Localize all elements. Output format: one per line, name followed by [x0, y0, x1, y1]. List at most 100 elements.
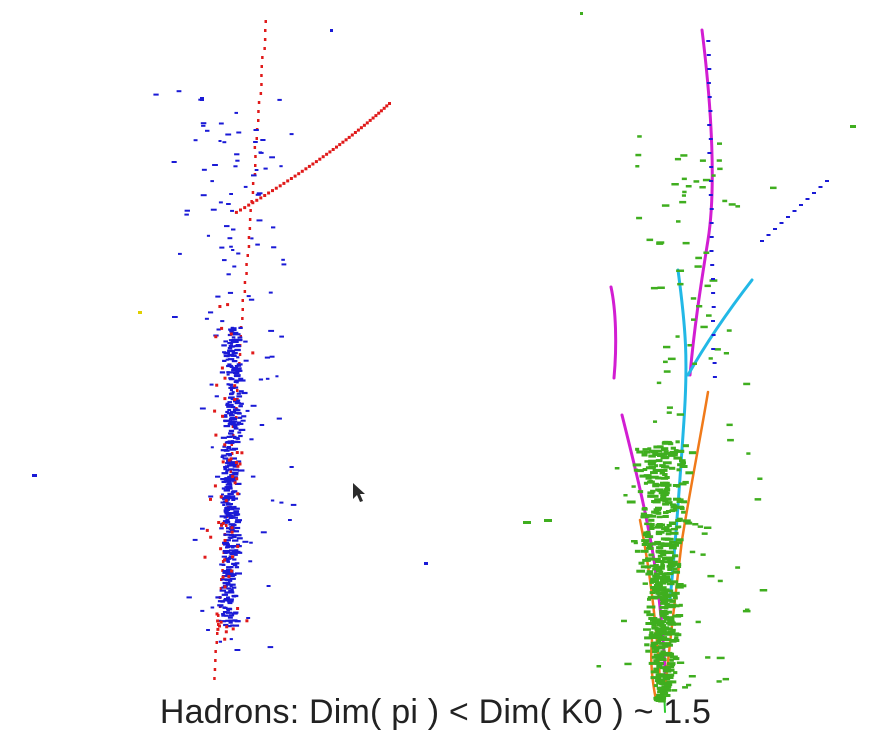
green-hit [677, 463, 686, 467]
green-hit [664, 440, 672, 444]
green-hit [653, 632, 660, 636]
red-hit [221, 569, 224, 572]
blue-hit [233, 505, 237, 509]
red-hit [341, 140, 345, 144]
green-hit [653, 445, 662, 449]
blue-hit [227, 570, 233, 573]
blue-hit [223, 468, 227, 471]
red-hit [365, 121, 369, 125]
red-hit [257, 110, 260, 113]
k0-event-display [523, 12, 856, 713]
blue-hit [205, 129, 210, 132]
blue-hit [232, 511, 239, 514]
blue-hit [227, 514, 234, 517]
blue-hit [253, 129, 259, 131]
blue-hit [223, 543, 230, 546]
red-hit [224, 630, 228, 634]
green-hit [659, 468, 668, 472]
blue-hit [233, 624, 240, 627]
blue-hit [231, 386, 236, 389]
red-hit [203, 555, 207, 559]
blue-hit [230, 495, 236, 498]
blue-hit [230, 545, 237, 548]
green-hit [657, 560, 665, 563]
green-hit [663, 537, 672, 541]
red-hit [241, 308, 244, 311]
green-hit [640, 512, 648, 516]
green-hit [665, 501, 673, 505]
green-hit [650, 586, 656, 589]
blue-hit [215, 295, 221, 298]
green-hit [666, 564, 674, 568]
blue-hit [230, 327, 237, 330]
blue-hit [232, 573, 237, 576]
blue-hit [232, 558, 237, 561]
green-hit [650, 670, 659, 674]
red-hit [219, 547, 223, 551]
blue-hit [223, 559, 230, 562]
green-hit [657, 566, 665, 570]
green-hit [673, 456, 682, 460]
blue-hit [221, 493, 225, 496]
red-hit [264, 20, 267, 23]
blue-hit [223, 352, 230, 355]
red-hit [259, 196, 263, 200]
blue-hit [234, 521, 242, 524]
green-hit [675, 525, 682, 528]
green-hit [655, 459, 663, 463]
green-hit [657, 631, 667, 634]
blue-hit [234, 402, 241, 405]
green-hit [661, 685, 669, 689]
track-hit [799, 204, 803, 206]
red-hit [247, 245, 251, 248]
blue-hit [248, 298, 255, 301]
green-hit [648, 459, 657, 463]
green-hit [669, 509, 676, 513]
green-hit [667, 622, 677, 626]
green-hit [670, 564, 676, 568]
green-hit [696, 305, 703, 308]
green-hit [673, 497, 682, 501]
green-hit [678, 603, 683, 607]
green-hit [654, 464, 659, 468]
blue-hit [231, 461, 238, 464]
green-hit [653, 508, 662, 512]
green-hit [688, 451, 697, 455]
green-hit [850, 125, 856, 128]
green-hit [673, 543, 680, 547]
blue-hit [230, 423, 238, 426]
green-hit [682, 686, 689, 689]
green-hit [638, 561, 645, 565]
blue-hit [222, 541, 229, 544]
blue-hit [231, 471, 239, 474]
red-hit [350, 133, 354, 137]
blue-hit [224, 414, 228, 417]
blue-hit [233, 510, 240, 513]
green-hit [656, 242, 664, 245]
green-hit [665, 694, 671, 697]
blue-hit [226, 587, 232, 590]
red-hit [216, 627, 220, 631]
blue-hit [227, 403, 234, 407]
blue-hit [233, 380, 239, 383]
green-hit [663, 644, 669, 648]
red-hit [236, 492, 240, 496]
green-hit [665, 589, 673, 593]
blue-hit [231, 535, 237, 539]
green-hit [649, 580, 654, 584]
green-hit [645, 622, 653, 625]
blue-hit [225, 358, 229, 361]
red-hit [219, 495, 223, 499]
green-hit [649, 631, 654, 635]
blue-hit [226, 609, 230, 612]
green-hit [648, 465, 654, 469]
red-hit [230, 569, 234, 573]
red-hit [229, 457, 233, 461]
red-hit [274, 186, 278, 190]
blue-hit [233, 611, 239, 614]
blue-hit [184, 213, 189, 216]
green-hit [699, 159, 706, 162]
track-hit [818, 186, 823, 188]
blue-hit [230, 588, 234, 591]
green-hit [682, 444, 689, 448]
